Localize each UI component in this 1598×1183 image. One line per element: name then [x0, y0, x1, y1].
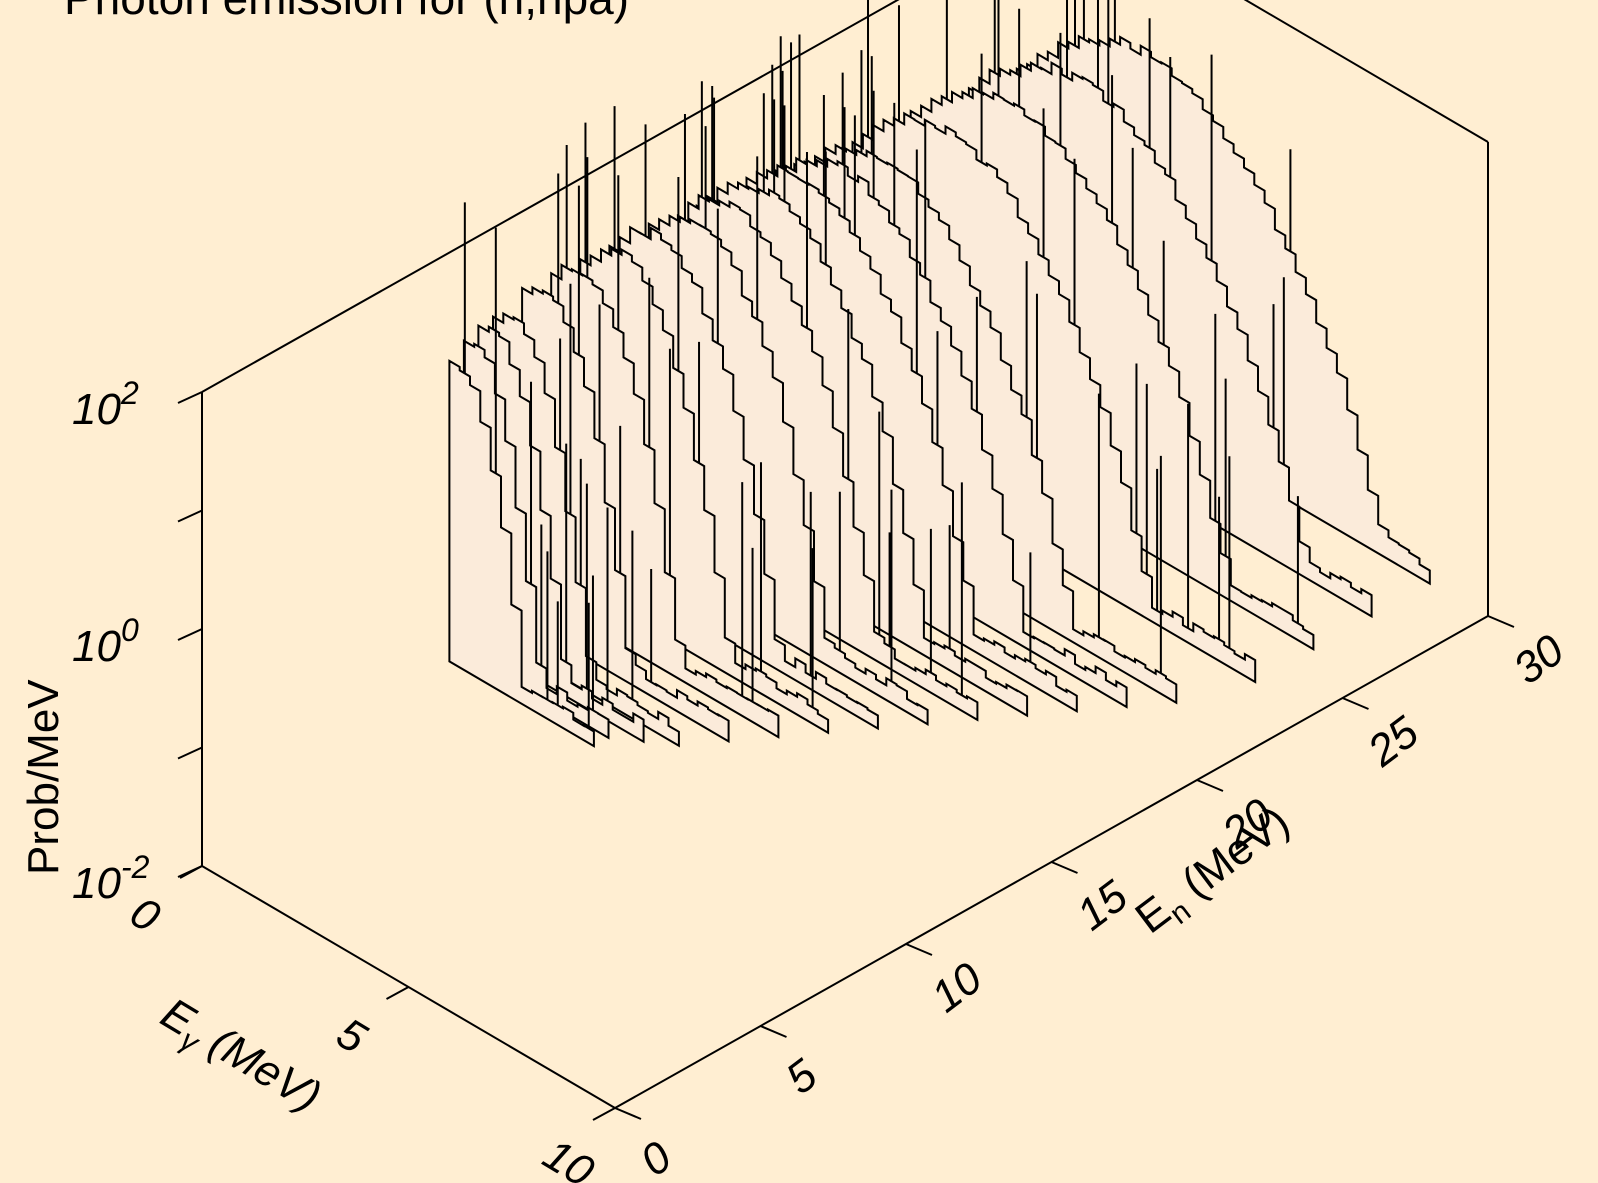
x-axis-label: Eγ (MeV)	[149, 989, 329, 1128]
x-tick-label: 0	[122, 888, 169, 943]
series-8.5MeV	[448, 202, 595, 748]
y-tick-base: 10	[72, 385, 121, 434]
y-tick-label: 10-2	[72, 849, 150, 908]
z-tick	[1342, 697, 1369, 710]
z-tick-label: 5	[777, 1050, 826, 1104]
z-tick	[614, 1107, 642, 1120]
x-tick	[179, 865, 203, 879]
z-tick	[1487, 615, 1515, 628]
series-layer	[448, 0, 1431, 748]
y-tick	[177, 746, 203, 760]
y-tick-label: 102	[72, 375, 139, 434]
y-axis-label: Prob/MeV	[19, 679, 68, 875]
y-tick-exponent: 0	[121, 612, 139, 648]
y-tick	[177, 509, 203, 523]
x-tick	[386, 986, 409, 1000]
z-tick	[1051, 861, 1078, 874]
y-tick-exponent: -2	[121, 849, 150, 885]
frame-top-back-edge	[201, 0, 900, 393]
x-tick-label: 5	[328, 1009, 375, 1064]
y-tick-label: 100	[72, 612, 139, 671]
z-tick	[1196, 779, 1224, 792]
spectrum-area	[448, 359, 595, 748]
chart-title: Photon emission for (n,npa)	[64, 0, 629, 24]
z-tick	[760, 1025, 787, 1038]
z-tick-label: 10	[923, 953, 992, 1022]
z-tick	[905, 943, 933, 956]
y-tick-exponent: 2	[120, 375, 139, 411]
x-tick-label: 10	[535, 1130, 603, 1183]
y-tick-base: 10	[72, 622, 121, 671]
z-tick-label: 30	[1505, 625, 1574, 694]
y-tick	[177, 391, 203, 404]
y-tick-base: 10	[72, 859, 121, 908]
frame-top-right-edge	[1243, 0, 1489, 143]
z-tick-label: 25	[1358, 707, 1428, 777]
x-axis-label-unit: (MeV)	[191, 1011, 329, 1121]
x-tick	[592, 1107, 616, 1121]
z-tick-label: 0	[632, 1132, 681, 1183]
y-tick	[177, 628, 203, 641]
